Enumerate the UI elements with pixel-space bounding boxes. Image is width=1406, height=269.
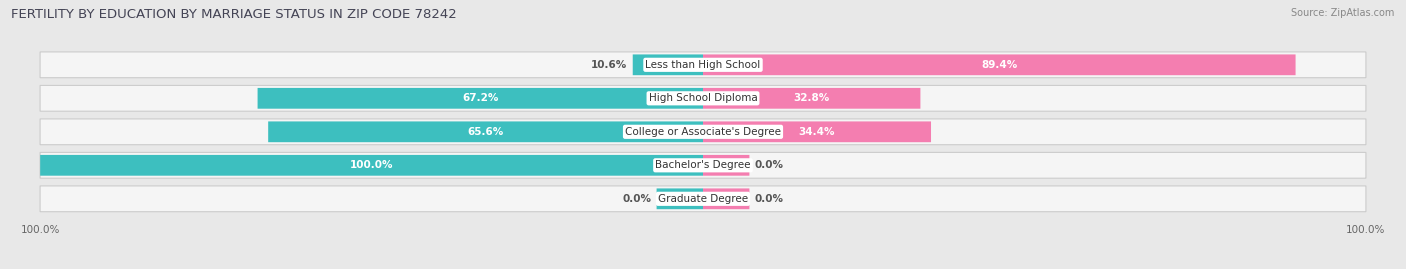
FancyBboxPatch shape	[257, 88, 703, 109]
Text: Bachelor's Degree: Bachelor's Degree	[655, 160, 751, 170]
FancyBboxPatch shape	[703, 155, 749, 176]
FancyBboxPatch shape	[41, 119, 1365, 145]
Text: High School Diploma: High School Diploma	[648, 93, 758, 103]
Text: Source: ZipAtlas.com: Source: ZipAtlas.com	[1291, 8, 1395, 18]
FancyBboxPatch shape	[703, 54, 1295, 75]
FancyBboxPatch shape	[41, 153, 1365, 178]
FancyBboxPatch shape	[703, 188, 749, 209]
Text: 10.6%: 10.6%	[591, 60, 627, 70]
Text: College or Associate's Degree: College or Associate's Degree	[626, 127, 780, 137]
Text: Graduate Degree: Graduate Degree	[658, 194, 748, 204]
FancyBboxPatch shape	[657, 188, 703, 209]
Text: 0.0%: 0.0%	[623, 194, 651, 204]
FancyBboxPatch shape	[703, 121, 931, 142]
FancyBboxPatch shape	[633, 54, 703, 75]
Text: FERTILITY BY EDUCATION BY MARRIAGE STATUS IN ZIP CODE 78242: FERTILITY BY EDUCATION BY MARRIAGE STATU…	[11, 8, 457, 21]
FancyBboxPatch shape	[269, 121, 703, 142]
Text: 67.2%: 67.2%	[463, 93, 499, 103]
Text: 0.0%: 0.0%	[755, 160, 783, 170]
Text: 65.6%: 65.6%	[467, 127, 503, 137]
FancyBboxPatch shape	[41, 155, 703, 176]
Text: Less than High School: Less than High School	[645, 60, 761, 70]
Text: 89.4%: 89.4%	[981, 60, 1018, 70]
Text: 0.0%: 0.0%	[755, 194, 783, 204]
FancyBboxPatch shape	[41, 86, 1365, 111]
FancyBboxPatch shape	[41, 52, 1365, 78]
Text: 32.8%: 32.8%	[793, 93, 830, 103]
FancyBboxPatch shape	[41, 186, 1365, 212]
Text: 100.0%: 100.0%	[350, 160, 394, 170]
FancyBboxPatch shape	[703, 88, 921, 109]
Text: 34.4%: 34.4%	[799, 127, 835, 137]
